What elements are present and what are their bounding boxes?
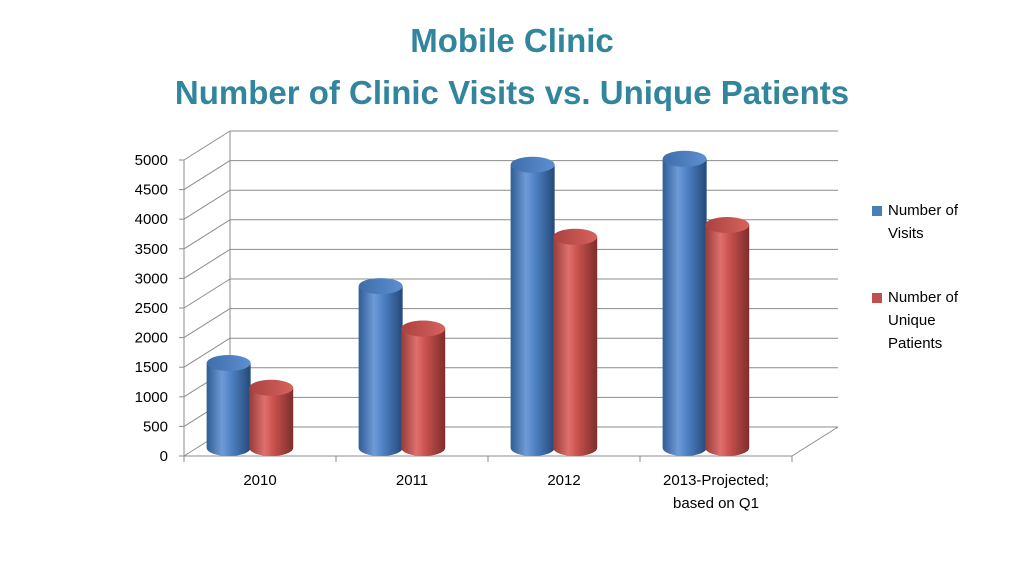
y-tick-label: 3500 [135,241,168,258]
legend-label-line: Number of [888,202,959,219]
gridline-diagonal [183,278,231,309]
legend-label-line: Visits [888,225,924,242]
bar-visits-top [206,355,251,372]
legend-swatch-patients [872,293,882,303]
bar-visits-body [510,164,555,456]
bar-visits [662,150,707,457]
gridline-diagonal [183,219,231,250]
y-tick-label: 2000 [135,330,168,347]
y-tick-label: 500 [143,418,168,435]
bar-unique-patients-top [705,216,750,233]
y-tick-label: 1000 [135,389,168,406]
y-tick-label: 5000 [135,152,168,169]
gridline-diagonal [183,160,231,191]
bar-visits-body [358,286,403,456]
bar-visits-body [662,158,707,457]
bar-visits [358,278,403,456]
bar-unique-patients [249,379,294,456]
chart-title: Mobile Clinic [410,22,614,59]
y-tick-label: 1500 [135,359,168,376]
bar-visits [510,156,555,456]
bar-unique-patients-body [401,328,446,456]
bar-unique-patients-body [553,236,598,456]
y-tick-label: 4000 [135,211,168,228]
gridline-diagonal [183,189,231,220]
legend-label-line: Number of [888,289,959,306]
y-tick-label: 0 [160,448,168,465]
bar-visits-top [510,156,555,173]
legend-label-line: Patients [888,335,943,352]
bar-visits [206,355,251,456]
legend-swatch-visits [872,206,882,216]
x-tick-label: 2011 [396,472,428,489]
bar-visits-body [206,363,251,456]
bar-unique-patients-top [401,320,446,337]
gridline-diagonal [183,248,231,279]
bar-unique-patients [705,216,750,456]
y-tick-label: 2500 [135,300,168,317]
bar-unique-patients-body [249,387,294,456]
chart-subtitle: Number of Clinic Visits vs. Unique Patie… [174,74,850,111]
bar-unique-patients-top [553,228,598,245]
x-tick-label: 2012 [547,472,580,489]
bar-unique-patients [401,320,446,456]
bar-unique-patients-top [249,379,294,396]
gridline-diagonal [183,337,231,368]
floor-right-edge [791,426,839,457]
legend-label-line: Unique [888,312,936,329]
bar-visits-top [358,278,403,295]
bar-unique-patients [553,228,598,456]
y-tick-label: 4500 [135,182,168,199]
gridline-diagonal [183,130,231,161]
y-tick-label: 3000 [135,270,168,287]
bar-visits-top [662,150,707,167]
x-tick-label: 2013-Projected; based on Q1 [663,472,769,512]
gridline-diagonal [183,308,231,339]
x-tick-label: 2010 [243,472,276,489]
bar-unique-patients-body [705,224,750,456]
